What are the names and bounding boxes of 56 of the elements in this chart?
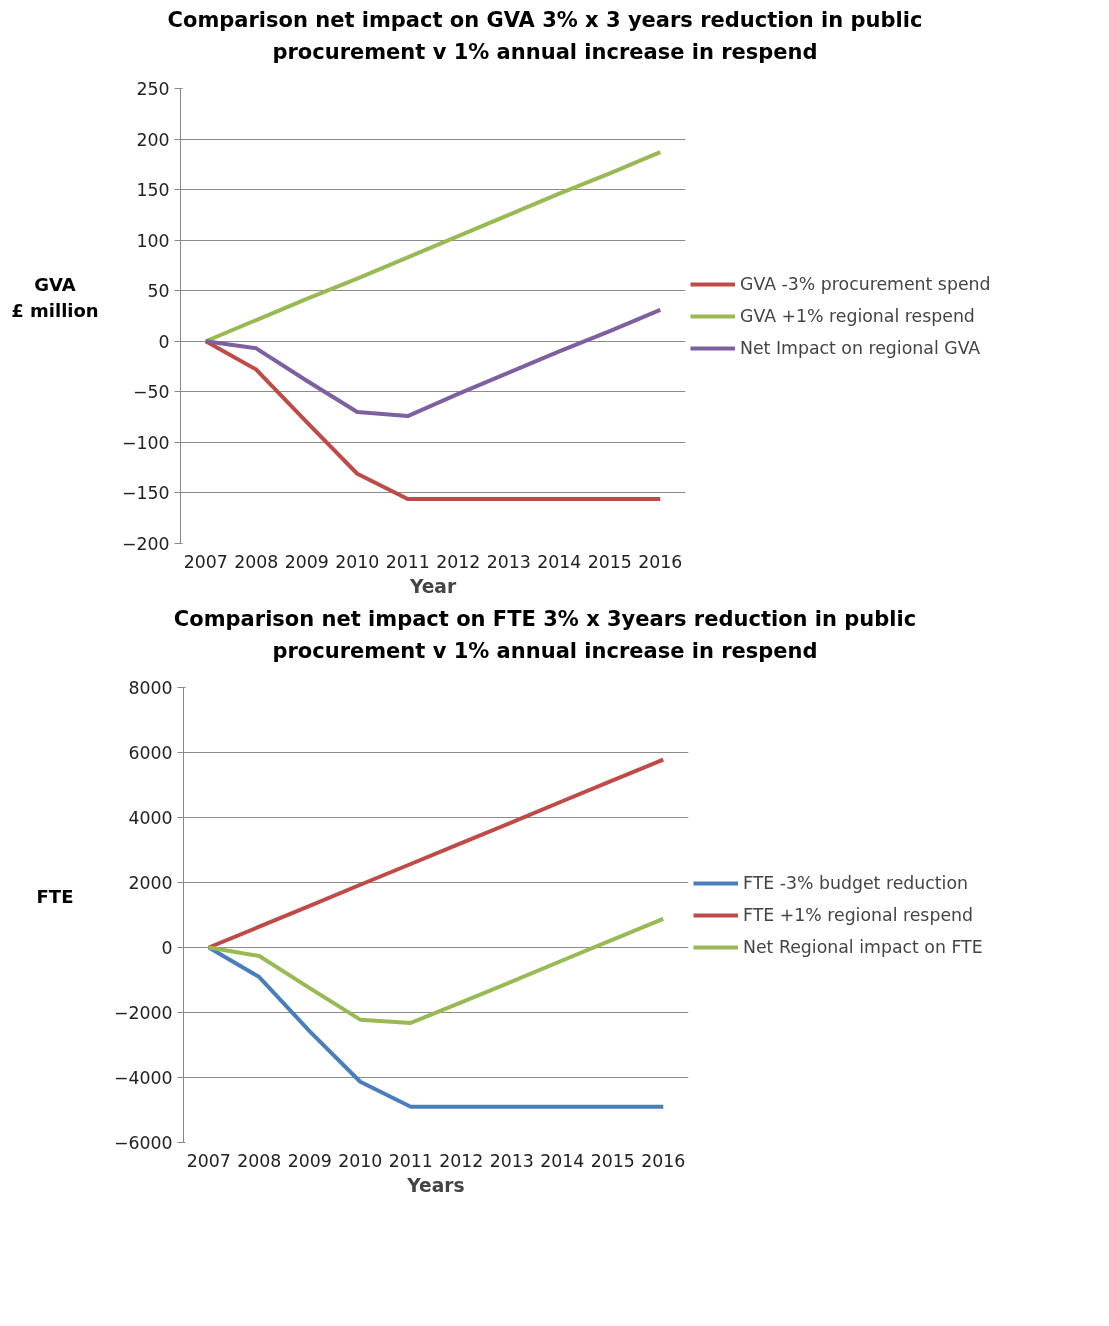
y-tick-label: 0 [161, 938, 173, 958]
x-tick-label: 2013 [486, 551, 531, 572]
legend-label: FTE -3% budget reduction [743, 872, 969, 893]
y-tick-label: 8000 [128, 678, 173, 698]
y-tick-label: 200 [136, 129, 170, 150]
y-tick-label: 6000 [128, 743, 173, 763]
legend-label: FTE +1% regional respend [743, 904, 974, 925]
x-tick-label: 2007 [183, 551, 228, 572]
legend-label: Net Regional impact on FTE [743, 936, 983, 957]
y-tick-label: 150 [136, 180, 170, 201]
y-tick-label: −200 [121, 534, 170, 554]
y-tick-label: 50 [147, 281, 170, 302]
y-tick-label: −4000 [113, 1068, 173, 1088]
x-tick-label: 2016 [641, 1150, 686, 1171]
x-tick-label: 2011 [385, 551, 430, 572]
line-series [203, 150, 663, 344]
x-tick-label: 2016 [638, 551, 683, 572]
y-tick-label: 2000 [128, 873, 173, 893]
x-tick-label: 2012 [436, 551, 481, 572]
x-tick-label: 2010 [338, 1150, 383, 1171]
line-series [206, 916, 666, 1025]
x-tick-label: 2014 [537, 551, 582, 572]
x-tick-label: 2008 [237, 1150, 282, 1171]
x-tick-label: 2011 [388, 1150, 433, 1171]
x-tick-label: 2015 [587, 551, 632, 572]
y-tick-label: 0 [158, 331, 170, 352]
x-tick-label: 2013 [489, 1150, 534, 1171]
y-tick-label: −150 [121, 483, 170, 504]
line-series [206, 945, 666, 1109]
y-tick-label: −2000 [113, 1003, 173, 1023]
x-tick-label: 2010 [335, 551, 380, 572]
x-tick-label: 2009 [287, 1150, 332, 1171]
line-series [206, 757, 666, 950]
legend-label: Net Impact on regional GVA [740, 337, 981, 358]
y-tick-label: −100 [121, 432, 170, 453]
x-tick-label: 2015 [590, 1150, 635, 1171]
x-tick-label: 2009 [284, 551, 329, 572]
line-series [203, 307, 663, 419]
y-tick-label: −6000 [113, 1133, 173, 1153]
y-tick-label: 4000 [128, 808, 173, 828]
chart-title: Comparison net impact on GVA 3% x 3 years reduction in public procurement v 1% annual increase in respend [167, 7, 923, 66]
x-axis-title: Year [408, 575, 457, 597]
y-tick-label: 100 [136, 230, 170, 251]
x-axis-title: Years [406, 1174, 465, 1196]
y-axis-title: FTE [36, 885, 74, 910]
y-axis-title: GVA £ million [11, 273, 99, 323]
x-tick-label: 2014 [540, 1150, 585, 1171]
line-series [203, 339, 663, 502]
x-tick-label: 2007 [186, 1150, 231, 1171]
legend-label: GVA -3% procurement spend [740, 273, 991, 294]
x-tick-label: 2008 [234, 551, 279, 572]
chart-title: Comparison net impact on FTE 3% x 3years reduction in public procurement v 1% annual increase in respend [173, 606, 917, 665]
y-tick-label: 250 [136, 79, 170, 99]
legend-label: GVA +1% regional respend [740, 305, 975, 326]
y-tick-label: −50 [132, 382, 170, 403]
x-tick-label: 2012 [439, 1150, 484, 1171]
